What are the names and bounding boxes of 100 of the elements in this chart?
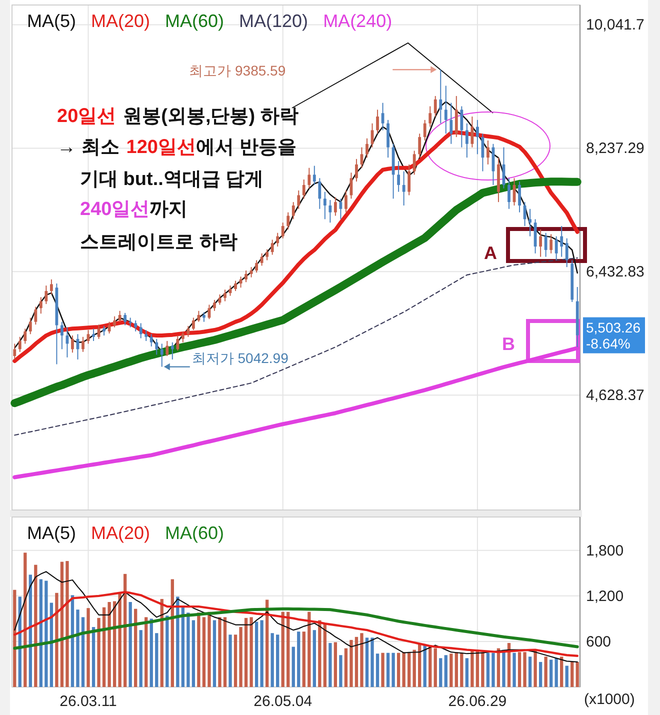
bar: [66, 561, 69, 687]
annotation: 최저가 5042.99: [192, 350, 289, 366]
bar: [554, 658, 558, 687]
candlestick: [92, 328, 95, 342]
bar: [528, 656, 532, 687]
candlestick: [176, 335, 180, 352]
candlestick: [244, 270, 248, 283]
text: MA(240): [323, 11, 392, 31]
bar: [386, 652, 390, 687]
line-series: [14, 591, 578, 657]
candlestick: [334, 196, 337, 216]
bar: [254, 622, 258, 687]
bar: [150, 618, 153, 687]
bar: [97, 618, 100, 687]
candlestick: [234, 280, 237, 292]
text: MA(60): [165, 11, 224, 31]
bar: [402, 652, 406, 687]
candlestick: [260, 252, 264, 266]
y-tick-label: 1,800: [586, 542, 624, 560]
candlestick: [170, 342, 174, 360]
bar: [276, 634, 280, 687]
bar: [439, 658, 442, 687]
candlestick: [155, 338, 158, 356]
y-tick-label: 6,432.83: [586, 264, 644, 281]
candlestick: [255, 260, 258, 274]
text: MA(20): [91, 11, 150, 31]
text: MA(5): [27, 11, 76, 31]
candlestick: [528, 208, 532, 237]
bar: [512, 652, 516, 687]
candlestick: [24, 328, 27, 344]
candlestick: [71, 335, 74, 354]
candlestick: [318, 178, 322, 210]
bar: [292, 646, 295, 687]
bar: [360, 633, 364, 687]
bar: [44, 580, 48, 687]
bar: [260, 620, 264, 687]
candlestick: [186, 325, 190, 338]
annotation: 최고가 9385.59: [189, 62, 286, 79]
candlestick: [355, 158, 358, 182]
bar: [370, 638, 374, 687]
bar: [239, 627, 242, 687]
bar: [339, 655, 342, 687]
bar: [76, 610, 80, 687]
text: MA(120): [239, 11, 308, 31]
bar: [328, 642, 332, 687]
candlestick: [470, 116, 474, 148]
candlestick: [312, 165, 316, 186]
bar: [166, 616, 169, 687]
bar: [112, 601, 116, 687]
candlestick: [308, 167, 311, 189]
candlestick: [423, 119, 426, 141]
candlestick: [565, 238, 568, 268]
bar: [470, 650, 474, 687]
bar: [308, 612, 311, 687]
candlestick: [224, 289, 226, 302]
candlestick: [276, 232, 280, 248]
bar: [118, 592, 122, 687]
candlestick: [418, 133, 422, 158]
bar: [286, 612, 290, 687]
candlestick: [518, 181, 521, 213]
bar: [481, 652, 484, 687]
y-tick-label: 8,237.29: [586, 140, 644, 158]
bar: [92, 627, 96, 687]
candlestick: [181, 330, 184, 343]
bar: [428, 646, 432, 687]
candlestick: [386, 119, 390, 158]
bar: [244, 618, 248, 687]
bar: [192, 620, 196, 687]
candlestick: [270, 239, 274, 256]
bar: [181, 606, 185, 687]
bar: [381, 652, 384, 687]
bar: [228, 634, 232, 687]
candlestick: [444, 85, 448, 134]
bar: [570, 662, 574, 687]
bar: [396, 652, 400, 687]
annotation: 120일선: [126, 137, 196, 158]
candlestick: [144, 330, 148, 342]
annotation: → 최소: [57, 137, 120, 158]
bar: [55, 592, 58, 687]
bar: [465, 658, 469, 687]
bar: [312, 630, 316, 687]
candlestick: [13, 343, 16, 360]
candlestick: [108, 321, 111, 334]
candlestick: [192, 317, 195, 331]
text: MA(60): [165, 523, 224, 543]
bar: [197, 612, 200, 687]
bar: [134, 608, 138, 687]
candlestick: [454, 96, 458, 138]
bar: [39, 579, 43, 687]
bar: [523, 652, 526, 687]
candlestick: [60, 321, 64, 350]
candlestick: [539, 228, 542, 258]
bar: [538, 662, 542, 687]
annotation: 까지: [150, 199, 188, 220]
annotation: 240일선: [80, 199, 150, 220]
bar: [423, 645, 426, 687]
candlestick: [376, 109, 379, 134]
bar: [576, 662, 579, 687]
bar: [86, 608, 90, 687]
candlestick: [412, 150, 416, 176]
